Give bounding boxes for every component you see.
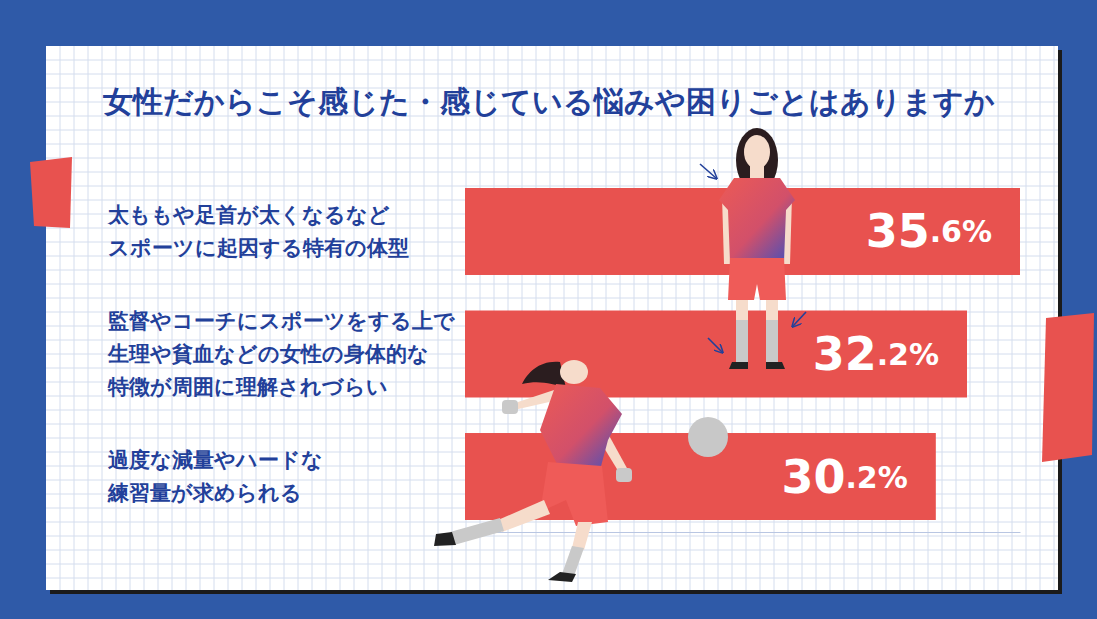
category-label-line: 監督やコーチにスポーツをする上で: [108, 309, 455, 333]
category-label-line: 特徴が周囲に理解されづらい: [107, 375, 388, 399]
chart-svg: 女性だからこそ感じた・感じている悩みや困りごとはありますか太ももや足首が太くなる…: [0, 0, 1097, 619]
x-axis: [466, 532, 1021, 533]
panel: [46, 46, 1058, 590]
data-label-rest: .2%: [845, 459, 907, 494]
paper-line: [46, 60, 1058, 61]
leg: [766, 300, 778, 322]
paper-line: [46, 186, 1058, 187]
paper-line: [46, 536, 1058, 537]
paper-line: [46, 564, 1058, 565]
shirt: [719, 178, 795, 262]
tape: [1042, 313, 1094, 462]
shoe: [766, 362, 785, 369]
arrow: [700, 164, 716, 178]
data-label: 30.2%: [781, 450, 907, 504]
shoe: [548, 572, 576, 582]
data-label-main: 35: [866, 204, 930, 258]
data-label-main: 30: [781, 450, 845, 504]
glove: [616, 468, 632, 482]
ball: [688, 417, 728, 457]
sock: [562, 546, 584, 576]
category-label-line: 生理や貧血などの女性の身体的な: [107, 342, 429, 366]
paper-line: [46, 144, 1058, 145]
paper-line: [46, 550, 1058, 551]
leg: [572, 522, 592, 550]
data-label-main: 32: [813, 327, 877, 381]
paper-line: [46, 74, 1058, 75]
glove: [502, 400, 518, 414]
data-label: 35.6%: [866, 204, 992, 258]
leg: [498, 500, 550, 532]
x-axis-line: [466, 532, 1021, 533]
paper-line: [46, 284, 1058, 285]
paper-line: [46, 522, 1058, 523]
head: [744, 135, 770, 169]
arrow: [708, 338, 722, 352]
category-label-line: 過度な減量やハードな: [108, 448, 323, 472]
shorts: [728, 258, 786, 300]
category-label-line: 太ももや足首が太くなるなど: [107, 203, 390, 227]
shirt: [540, 384, 622, 470]
category-label-line: スポーツに起因する特有の体型: [108, 236, 409, 260]
paper-line: [46, 172, 1058, 173]
data-label: 32.2%: [813, 327, 939, 381]
paper-line: [46, 158, 1058, 159]
category-label: 監督やコーチにスポーツをする上で生理や貧血などの女性の身体的な特徴が周囲に理解さ…: [107, 309, 455, 399]
shorts: [540, 462, 608, 526]
bar: [465, 311, 967, 398]
title: 女性だからこそ感じた・感じている悩みや困りごとはありますか: [102, 84, 995, 119]
figure-kicking: [434, 360, 728, 582]
chart-root: 女性だからこそ感じた・感じている悩みや困りごとはありますか太ももや足首が太くなる…: [0, 0, 1097, 619]
figure-standing: [700, 128, 806, 369]
category-label-line: 練習量が求められる: [107, 481, 302, 505]
background: [0, 0, 1097, 619]
data-label-rest: .6%: [930, 214, 992, 249]
category-label: 太ももや足首が太くなるなどスポーツに起因する特有の体型: [107, 203, 409, 260]
sock: [450, 518, 504, 545]
hair: [522, 362, 566, 388]
head: [560, 360, 588, 384]
data-label-rest: .2%: [877, 337, 939, 372]
shoe: [434, 532, 456, 546]
sock: [766, 320, 778, 362]
paper-line: [46, 298, 1058, 299]
shoe: [729, 362, 748, 369]
paper-line: [46, 130, 1058, 131]
category-label: 過度な減量やハードな練習量が求められる: [107, 448, 323, 505]
leg: [736, 300, 748, 322]
sock: [736, 320, 748, 362]
graph-paper: [46, 46, 1058, 590]
tape: [30, 157, 72, 228]
arrow: [793, 312, 806, 326]
